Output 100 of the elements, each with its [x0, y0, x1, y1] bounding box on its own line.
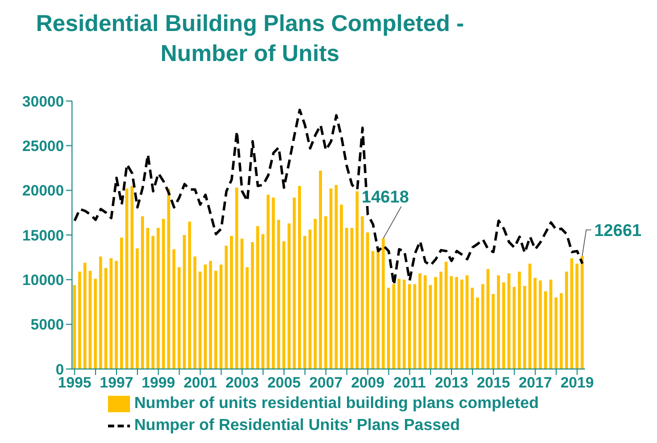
x-tick-label: 2019	[560, 374, 594, 392]
bar	[282, 241, 286, 369]
x-tick-label: 2013	[434, 374, 468, 392]
bar	[360, 216, 364, 369]
bar	[182, 235, 186, 369]
bar	[114, 260, 118, 369]
data-label: 12661	[594, 220, 642, 240]
bar	[329, 188, 332, 369]
line-series	[73, 108, 584, 286]
bar	[334, 184, 338, 369]
x-tick-label: 2017	[518, 374, 552, 392]
bar	[130, 186, 134, 369]
bar	[387, 288, 390, 369]
bar	[371, 251, 374, 369]
bar	[544, 291, 548, 369]
chart-title: Residential Building Plans Completed - Number of Units	[34, 9, 466, 68]
bar	[246, 267, 249, 369]
bar	[156, 228, 160, 369]
bar	[575, 264, 578, 369]
bar	[538, 280, 542, 369]
bar	[554, 298, 558, 369]
bar	[151, 236, 154, 369]
legend-label: Numper of Residential Units' Plans Passed	[134, 417, 460, 434]
bar	[88, 270, 92, 369]
bar	[162, 218, 165, 369]
bar	[250, 242, 254, 369]
bar	[298, 186, 302, 369]
bar	[565, 272, 568, 369]
bar	[314, 218, 317, 369]
y-tick-label: 5000	[30, 316, 64, 334]
bar	[136, 248, 139, 369]
bar	[470, 288, 474, 369]
bar	[350, 228, 354, 369]
y-tick-label: 10000	[22, 272, 64, 289]
bar	[188, 222, 192, 369]
bar	[496, 275, 500, 369]
bar	[324, 216, 328, 369]
bar	[198, 272, 202, 369]
bar	[450, 276, 453, 369]
x-tick-label: 2007	[309, 374, 343, 392]
bar	[408, 284, 411, 369]
bar	[434, 276, 438, 369]
bar	[256, 226, 260, 369]
bar	[125, 188, 128, 369]
bar	[167, 188, 170, 369]
bar	[518, 272, 521, 369]
legend-label: Number of units residential building plans completed	[134, 395, 539, 412]
bar	[502, 282, 506, 369]
x-tick-label: 2015	[476, 374, 510, 392]
bar	[99, 256, 102, 369]
bar	[356, 191, 359, 369]
bar	[439, 272, 442, 369]
bar	[94, 278, 97, 369]
bar	[172, 249, 176, 369]
bar	[418, 273, 422, 369]
bar	[466, 275, 469, 369]
bar	[178, 267, 181, 369]
bar	[235, 188, 238, 369]
bar	[204, 264, 207, 369]
bar	[209, 260, 212, 369]
bar	[78, 272, 82, 369]
bar	[240, 238, 244, 369]
bar	[72, 285, 76, 369]
bar	[397, 278, 400, 369]
bar	[428, 285, 432, 369]
bar	[534, 278, 537, 369]
bar	[261, 234, 264, 369]
bar	[318, 170, 322, 369]
bar	[104, 268, 108, 369]
bar	[224, 246, 228, 369]
bar	[549, 280, 552, 369]
x-tick-label: 2003	[225, 374, 259, 392]
bar	[424, 275, 427, 369]
x-tick-label: 1999	[142, 374, 176, 392]
x-tick-label: 2005	[267, 374, 301, 392]
bar	[292, 197, 296, 369]
bar	[277, 220, 280, 369]
bar	[413, 284, 416, 369]
x-tick-label: 2009	[351, 374, 384, 392]
bar	[272, 197, 275, 369]
bar	[507, 273, 510, 369]
bar	[214, 270, 218, 369]
bar	[444, 262, 448, 369]
bar	[120, 238, 124, 369]
bar	[140, 216, 144, 369]
bar	[382, 238, 385, 369]
bar	[288, 223, 291, 369]
bar	[455, 276, 458, 369]
y-tick-label: 25000	[22, 138, 64, 155]
bar	[303, 236, 306, 369]
bar	[83, 262, 86, 369]
bar	[146, 228, 150, 369]
x-tick-label: 2001	[184, 374, 217, 392]
bar	[110, 258, 113, 369]
bar	[512, 286, 516, 369]
data-label: 14618	[362, 187, 409, 206]
y-tick-label: 20000	[22, 182, 64, 200]
bar	[366, 232, 370, 369]
bar	[392, 284, 396, 369]
y-tick-label: 30000	[22, 93, 64, 110]
